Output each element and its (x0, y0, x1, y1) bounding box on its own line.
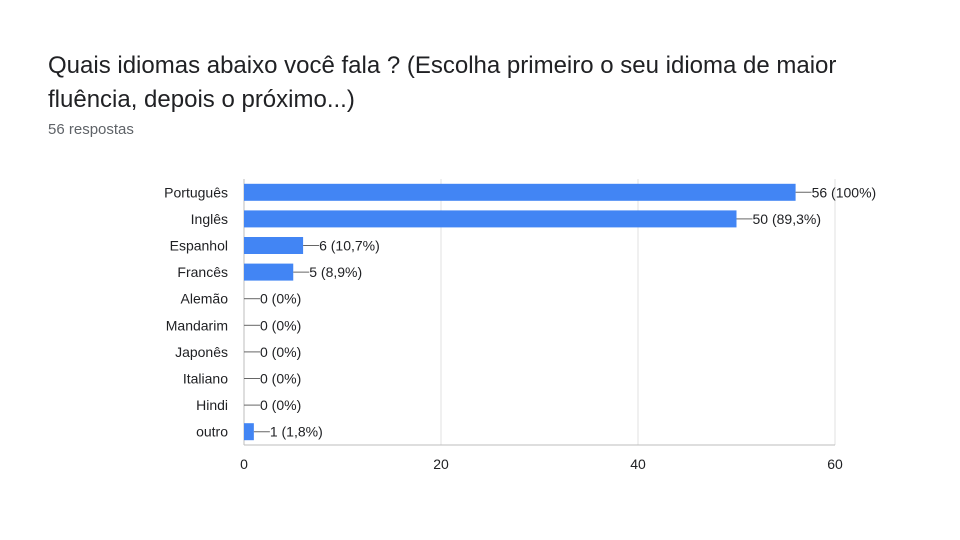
data-label: 0 (0%) (260, 291, 301, 307)
responses-count: 56 respostas (48, 121, 134, 138)
bar[interactable] (244, 210, 737, 228)
data-label: 1 (1,8%) (270, 424, 323, 440)
category-label: Hindi (196, 397, 228, 413)
category-label: Português (164, 184, 228, 200)
x-tick-label: 0 (240, 456, 248, 472)
x-tick-label: 20 (433, 456, 449, 472)
category-label: Italiano (183, 371, 228, 387)
category-label: Espanhol (170, 238, 228, 254)
data-label: 0 (0%) (260, 397, 301, 413)
data-label: 0 (0%) (260, 371, 301, 387)
data-label: 6 (10,7%) (319, 238, 380, 254)
bar[interactable] (244, 423, 254, 441)
category-label: Mandarim (166, 317, 228, 333)
category-label: Francês (177, 264, 228, 280)
x-tick-label: 40 (630, 456, 646, 472)
data-label: 0 (0%) (260, 344, 301, 360)
data-label: 0 (0%) (260, 317, 301, 333)
data-label: 56 (100%) (812, 184, 877, 200)
category-label: Inglês (191, 211, 228, 227)
bar[interactable] (244, 183, 796, 201)
category-label: Alemão (181, 291, 229, 307)
bar[interactable] (244, 237, 304, 254)
category-label: outro (196, 424, 228, 440)
category-label: Japonês (175, 344, 228, 360)
question-title: Quais idiomas abaixo você fala ? (Escolh… (48, 52, 837, 113)
x-tick-label: 60 (827, 456, 843, 472)
data-label: 50 (89,3%) (753, 211, 821, 227)
bar[interactable] (244, 263, 294, 281)
data-label: 5 (8,9%) (309, 264, 362, 280)
